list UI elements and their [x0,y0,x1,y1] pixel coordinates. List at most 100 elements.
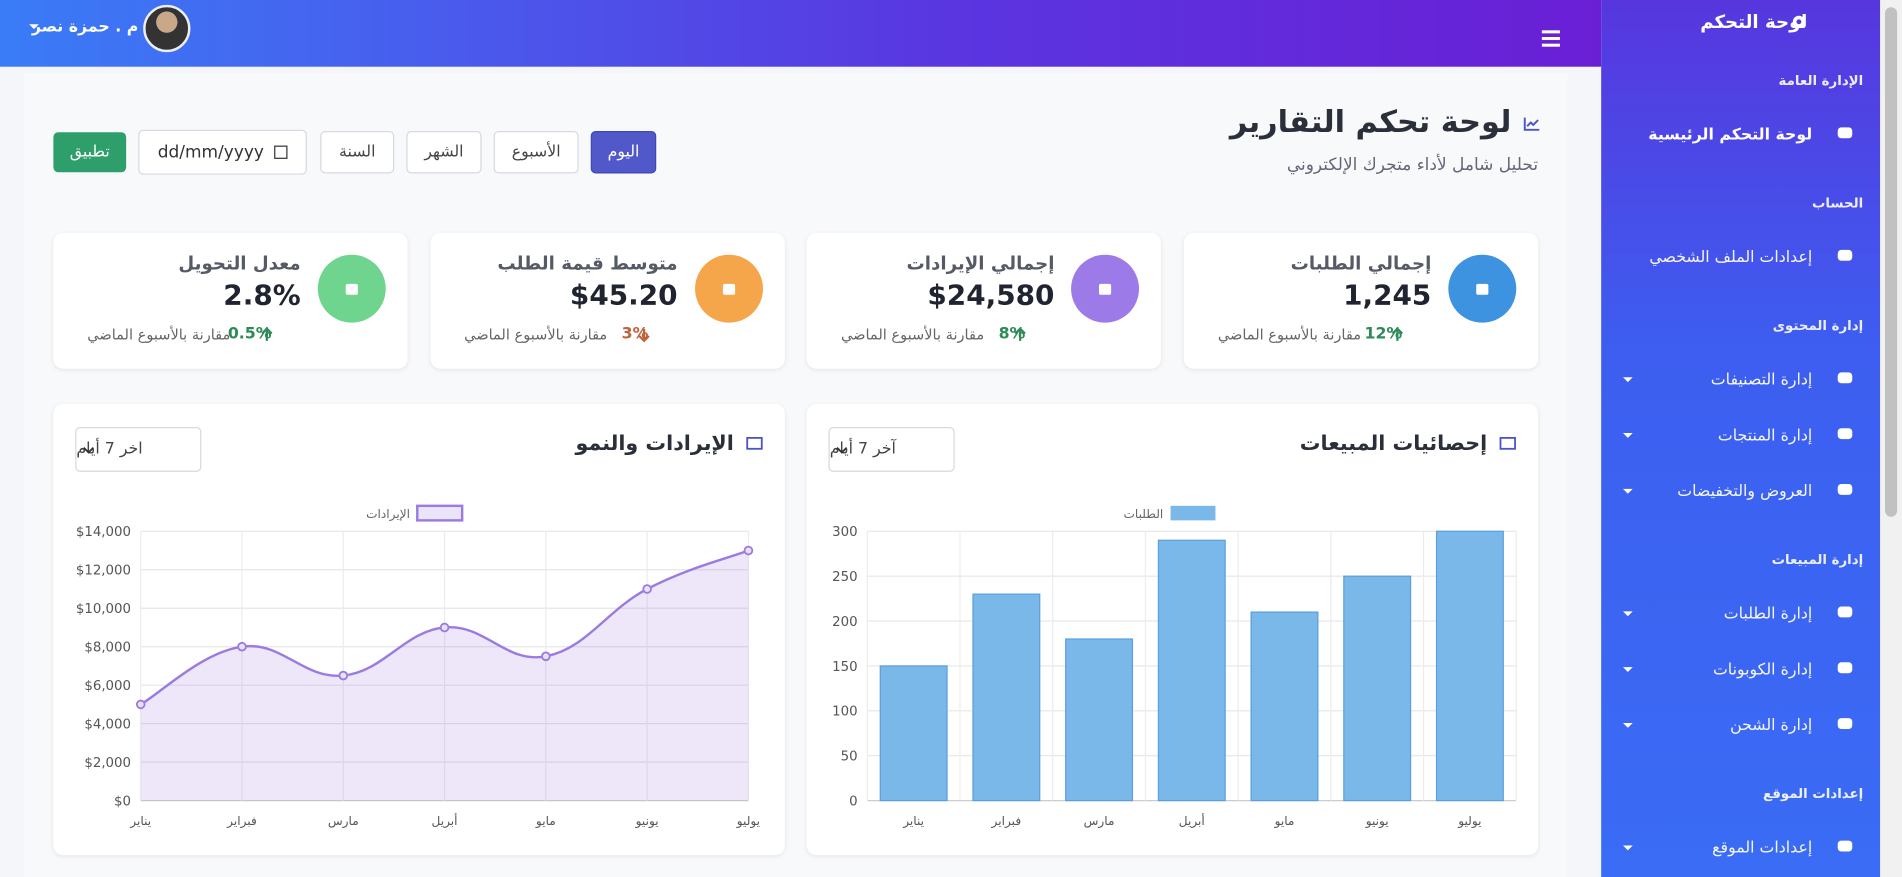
sidebar-item[interactable]: إدارة الطلبات [1723,605,1813,624]
y-tick-label: $14,000 [76,525,131,540]
sidebar-item[interactable]: إدارة المنتجات [1717,426,1813,446]
sidebar-item[interactable]: لوحة التحكم الرئيسية [1648,126,1813,145]
chart-title-icon [746,436,763,450]
period-button[interactable]: الشهر [406,131,482,174]
y-tick-label: $12,000 [76,564,131,579]
y-tick-label: $2,000 [84,756,131,771]
scroll-thumb[interactable] [1885,7,1898,517]
x-tick-label: فبراير [226,814,257,829]
y-tick-label: $10,000 [76,602,131,617]
caret [1623,845,1633,851]
legend-swatch [416,504,464,522]
icon-glyph [722,283,735,295]
stat-value: $45.20 [569,280,678,312]
x-tick-label: يوليو [736,814,760,829]
stat-change: 12% [1364,325,1403,344]
chart-title-icon [1499,436,1516,450]
brand[interactable]: لوحة التحكم [1700,10,1808,33]
legend-swatch [1170,505,1216,521]
arrow [1014,327,1027,341]
stat-icon [317,254,386,323]
sidebar-item[interactable]: إدارة الشحن [1730,716,1813,736]
point [338,670,349,681]
cal [274,145,288,159]
x-tick-label: أبريل [432,813,458,829]
x-tick-label: مارس [1084,814,1115,829]
bar [1435,530,1504,802]
stat-note: مقارنة بالأسبوع الماضي [87,326,231,344]
sidebar-icon [1837,840,1853,852]
icon-glyph [1476,283,1489,295]
menu-toggle[interactable] [1541,29,1561,48]
select-caret [836,446,848,454]
trend-arrow [1391,327,1404,341]
caret [1623,722,1633,728]
x-tick-label: يناير [129,814,151,829]
bar [1250,611,1319,802]
x-tick-label: يونيو [1365,814,1389,829]
icon-shape [746,436,763,450]
stat-note: مقارنة بالأسبوع الماضي [1217,326,1362,344]
point [135,699,146,710]
period-button[interactable]: السنة [320,131,395,174]
avatar[interactable] [143,4,191,53]
stat-change: 0.5% [227,325,272,344]
stat-card: متوسط قيمة الطلب $45.20 3% مقارنة بالأسبوع … [430,232,785,369]
point [439,622,450,633]
y-tick-label: 250 [832,570,857,585]
sidebar-item[interactable]: إدارة الكوبونات [1712,661,1813,680]
sidebar-item[interactable]: إعدادات الموقع [1712,839,1813,858]
x-tick-label: مايو [1274,814,1295,829]
point [541,651,551,662]
stat-card: إجمالي الطلبات 1,245 12% مقارنة بالأسبوع ال… [1183,232,1539,369]
title-icon [1523,117,1540,131]
sidebar-item[interactable]: إدارة التصنيفات [1710,371,1813,390]
range-select[interactable]: آخر 7 أيام [828,426,955,472]
sidebar-section: إدارة المحتوى [1772,317,1864,334]
y-tick-label: $8,000 [84,641,131,656]
scrollbar[interactable] [1880,0,1902,877]
date-input[interactable]: dd/mm/yyyy [138,129,307,175]
caret [836,446,848,454]
user-name[interactable]: م . حمزة نصر [31,18,139,37]
sidebar-item[interactable]: إعدادات الملف الشخصي [1649,248,1813,267]
period-button[interactable]: الأسبوع [493,131,579,174]
sidebar-item[interactable]: العروض والتخفيضات [1677,482,1813,501]
chart: $0 $2,000 $4,000 $6,000 $8,000 $10,000 $12,000… [76,504,760,829]
apply-button[interactable]: تطبيق [53,132,127,173]
range-select[interactable]: اخر 7 أيام [75,426,202,472]
icon-shape [1837,428,1853,440]
period-button[interactable]: اليوم [590,131,657,174]
stat-value: 1,245 [1343,280,1432,312]
x-tick-label: يونيو [635,814,659,829]
stat-note: مقارنة بالأسبوع الماضي [464,326,608,344]
arrow [261,327,273,341]
x-tick-label: يناير [902,814,924,829]
caret [83,446,95,454]
y-tick-label: $4,000 [84,717,131,732]
stat-icon [1448,254,1517,323]
stat-card: معدل التحويل 2.8% 0.5% مقارنة بالأسبوع الما… [53,232,408,369]
trend-arrow [1014,327,1027,341]
topbar: م . حمزة نصر [0,0,1602,67]
sidebar: لوحة التحكم الإدارة العامة لوحة التحكم ال… [1601,0,1881,877]
icon-glyph [345,283,358,295]
stat-card: إجمالي الإيرادات $24,580 8% مقارنة بالأسبوع… [807,232,1162,369]
y-tick-label: 300 [832,525,857,540]
icon-shape [1837,127,1853,139]
trend-arrow [261,327,273,341]
sidebar-icon [1837,428,1853,440]
chart-card: إحصائيات المبيعات آخر 7 أيام 0 50 100 150 200 2… [806,403,1539,856]
icon-glyph [1099,283,1112,295]
chart: 0 50 100 150 200 250 300 يناير فبراير مارس أبريل ما… [832,505,1517,829]
page-title: لوحة تحكم التقارير [1229,104,1512,140]
y-tick-label: 100 [832,705,857,720]
trend-arrow [637,328,650,343]
stat-title: إجمالي الطلبات [1290,252,1432,275]
stat-title: معدل التحويل [178,252,301,275]
area [140,550,749,801]
y-tick-label: $0 [114,794,131,809]
x-tick-label: أبريل [1179,813,1205,829]
